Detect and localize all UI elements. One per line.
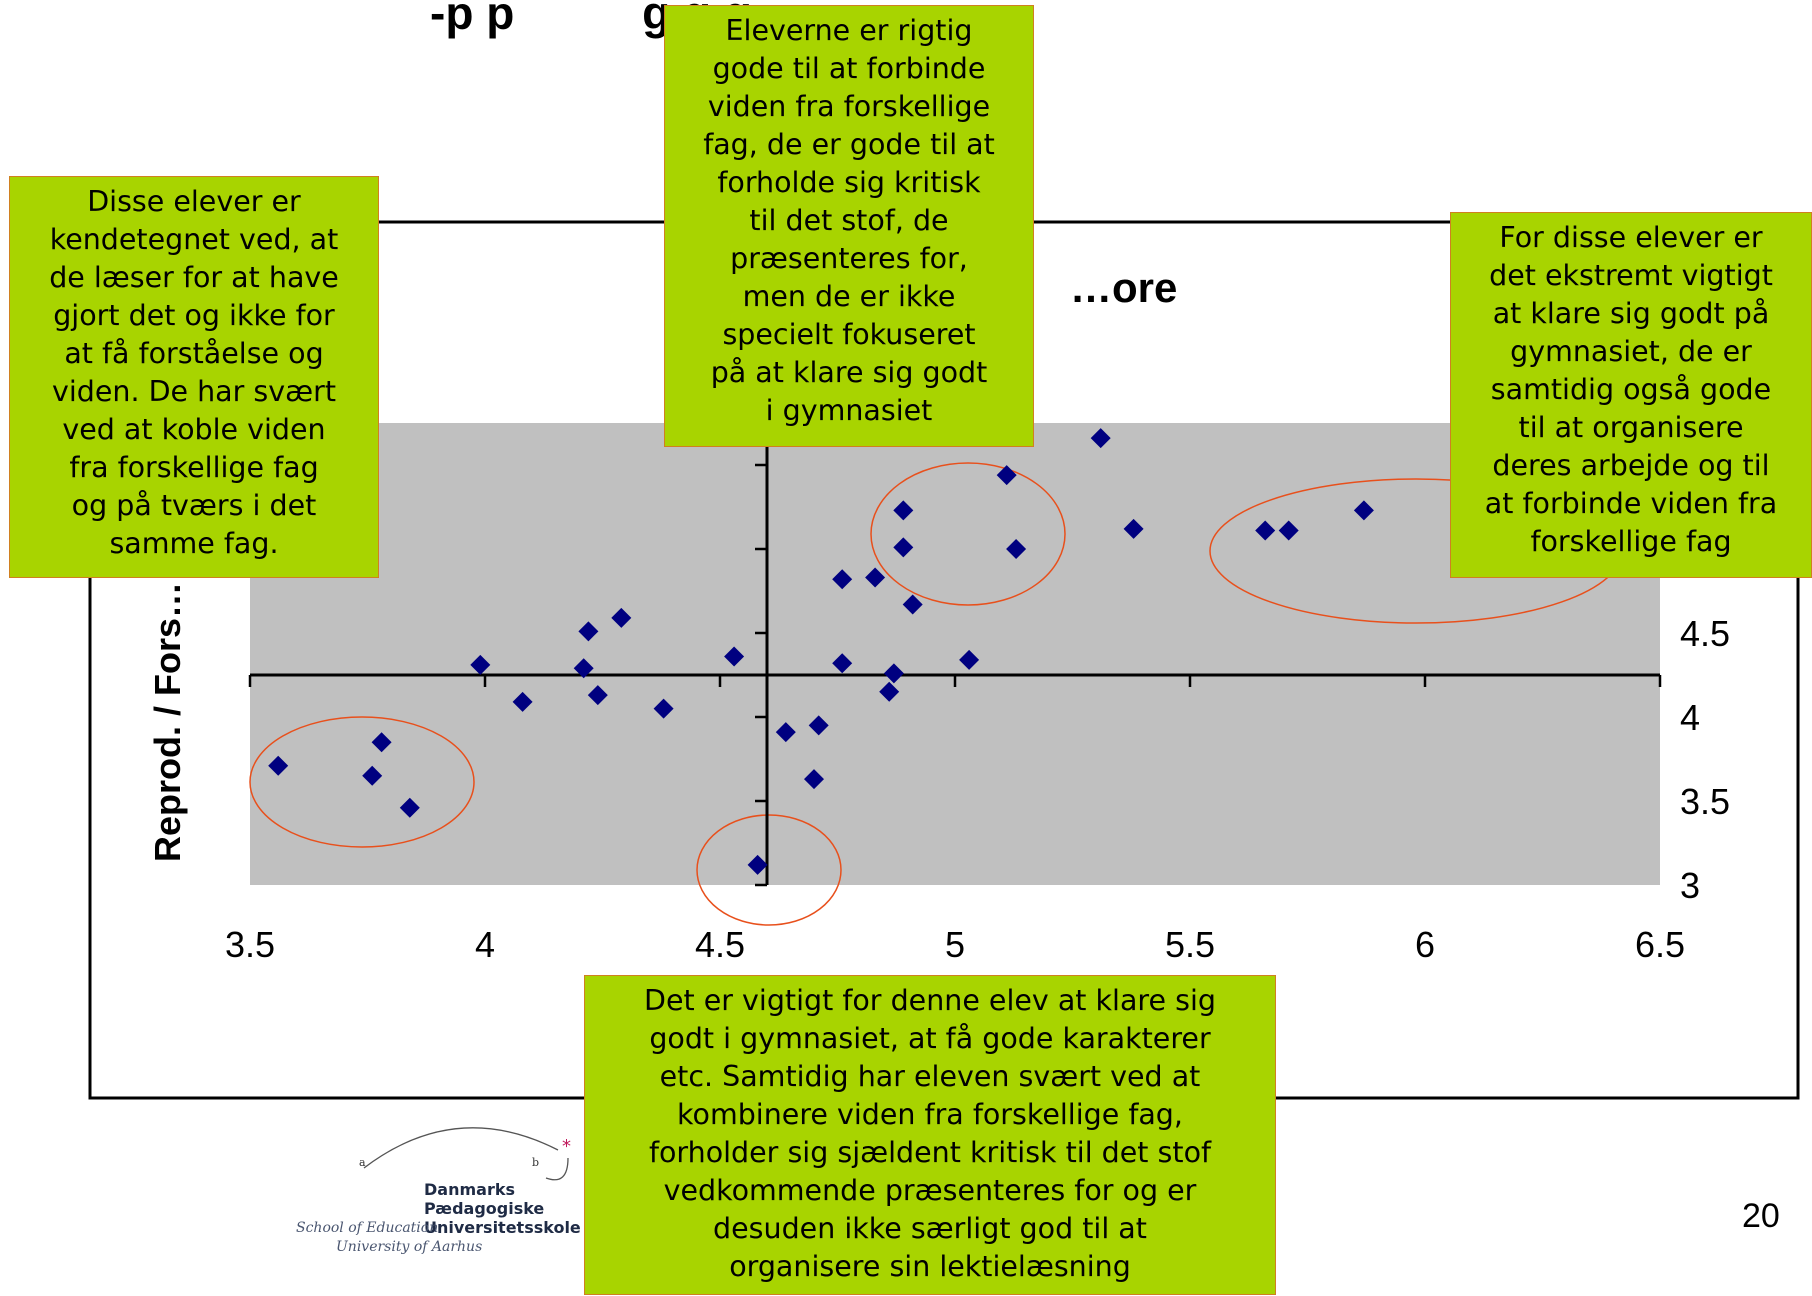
data-point bbox=[578, 621, 599, 642]
data-point bbox=[470, 654, 491, 675]
x-tick-label: 4 bbox=[475, 924, 495, 965]
logo-name-line1: Danmarks bbox=[424, 1180, 515, 1199]
data-point bbox=[808, 715, 829, 736]
ellipse-low-left bbox=[249, 716, 475, 848]
data-point bbox=[893, 500, 914, 521]
data-point bbox=[893, 537, 914, 558]
logo-star-icon: * bbox=[562, 1136, 571, 1157]
note-left: Disse elever er kendetegnet ved, at de l… bbox=[9, 176, 379, 578]
x-tick-label: 6.5 bbox=[1635, 924, 1685, 965]
data-point bbox=[804, 769, 824, 790]
data-point bbox=[775, 722, 796, 743]
data-point bbox=[653, 698, 674, 719]
plot-area bbox=[250, 423, 1660, 885]
data-point bbox=[362, 765, 383, 786]
x-tick-label: 6 bbox=[1415, 924, 1435, 965]
chart-axes bbox=[248, 423, 1662, 887]
data-point bbox=[724, 646, 745, 667]
logo-name-line3: Universitetsskole bbox=[424, 1218, 581, 1237]
ellipse-bottom-outlier bbox=[696, 814, 842, 926]
data-point bbox=[747, 854, 768, 875]
data-point bbox=[1006, 539, 1027, 559]
logo-name-line2: Pædagogiske bbox=[424, 1199, 545, 1218]
note-top: Eleverne er rigtig gode til at forbinde … bbox=[664, 5, 1034, 447]
logo-school: School of Education bbox=[296, 1220, 439, 1236]
data-point bbox=[959, 649, 980, 670]
data-point bbox=[399, 797, 420, 818]
ellipse-upper-middle bbox=[870, 462, 1066, 606]
x-tick-label: 5 bbox=[945, 924, 965, 965]
logo-letter-b: b bbox=[532, 1156, 540, 1169]
data-points bbox=[268, 428, 1374, 875]
data-point bbox=[611, 607, 632, 628]
data-point bbox=[879, 681, 900, 702]
y-tick-label: 3.5 bbox=[1680, 781, 1730, 822]
data-point bbox=[832, 653, 853, 674]
data-point bbox=[268, 755, 289, 776]
data-point bbox=[1090, 428, 1111, 449]
logo-letter-a: a bbox=[359, 1156, 366, 1169]
data-point bbox=[371, 732, 392, 753]
data-point bbox=[902, 594, 923, 615]
data-point bbox=[587, 685, 608, 706]
x-tick-label: 3.5 bbox=[225, 924, 275, 965]
note-right: For disse elever er det ekstremt vigtigt… bbox=[1450, 212, 1812, 578]
y-tick-label: 4 bbox=[1680, 697, 1700, 738]
data-point bbox=[1123, 518, 1144, 539]
data-point bbox=[996, 465, 1017, 486]
page-number: 20 bbox=[1742, 1197, 1780, 1235]
data-point bbox=[865, 567, 886, 588]
data-point bbox=[1278, 520, 1299, 541]
institution-logo: * a b Danmarks Pædagogiske Universitetss… bbox=[296, 1108, 586, 1268]
data-point bbox=[512, 691, 533, 712]
y-tick-label: 3 bbox=[1680, 865, 1700, 906]
data-point bbox=[883, 663, 904, 684]
y-axis-label: Reprod. / Fors… bbox=[147, 582, 188, 862]
chart-title: …ore bbox=[1070, 264, 1177, 311]
note-bottom: Det er vigtigt for denne elev at klare s… bbox=[584, 975, 1276, 1295]
logo-arc-icon: * bbox=[363, 1127, 571, 1181]
data-point bbox=[832, 569, 853, 590]
y-tick-label: 4.5 bbox=[1680, 613, 1730, 654]
data-point bbox=[1353, 500, 1374, 521]
x-tick-label: 4.5 bbox=[695, 924, 745, 965]
data-point bbox=[1255, 520, 1276, 541]
data-point bbox=[573, 658, 594, 679]
x-tick-label: 5.5 bbox=[1165, 924, 1215, 965]
logo-university: University of Aarhus bbox=[336, 1239, 483, 1255]
